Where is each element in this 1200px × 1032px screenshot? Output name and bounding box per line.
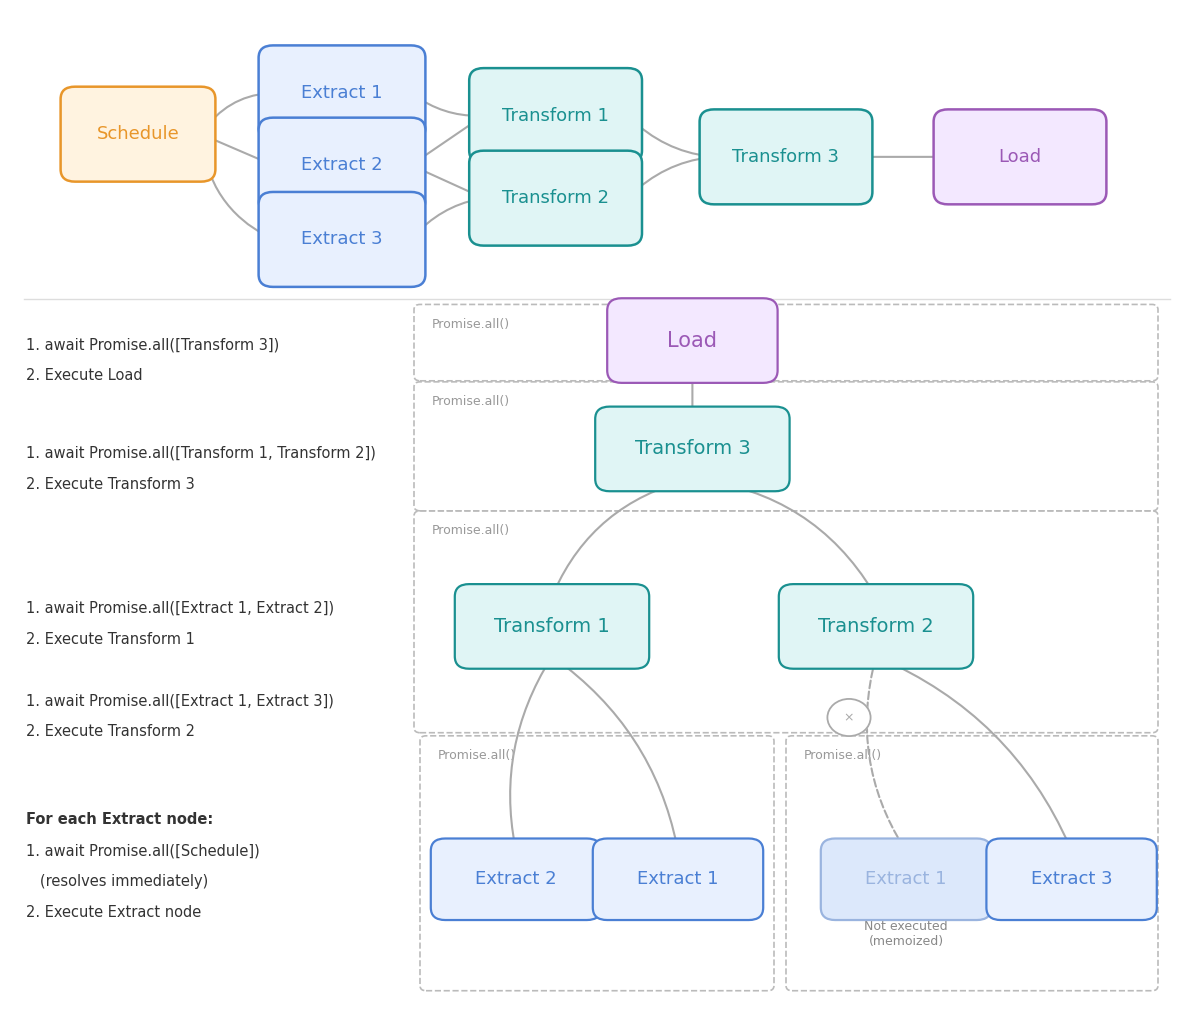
Text: Not executed
(memoized): Not executed (memoized)	[864, 921, 948, 948]
Text: Promise.all(): Promise.all()	[438, 749, 516, 763]
Text: Transform 2: Transform 2	[502, 189, 610, 207]
Text: Load: Load	[667, 330, 718, 351]
Text: Promise.all(): Promise.all()	[804, 749, 882, 763]
FancyBboxPatch shape	[259, 118, 425, 213]
Text: 1. await Promise.all([Extract 1, Extract 2]): 1. await Promise.all([Extract 1, Extract…	[26, 601, 335, 616]
Text: 2. Execute Transform 1: 2. Execute Transform 1	[26, 632, 196, 647]
Text: Transform 3: Transform 3	[732, 148, 840, 166]
FancyBboxPatch shape	[607, 298, 778, 383]
FancyBboxPatch shape	[469, 151, 642, 246]
FancyBboxPatch shape	[431, 838, 601, 921]
Text: For each Extract node:: For each Extract node:	[26, 812, 214, 828]
Text: 1. await Promise.all([Transform 3]): 1. await Promise.all([Transform 3])	[26, 337, 280, 353]
FancyBboxPatch shape	[455, 584, 649, 669]
FancyBboxPatch shape	[259, 45, 425, 140]
FancyBboxPatch shape	[821, 838, 991, 921]
Text: Transform 1: Transform 1	[502, 106, 610, 125]
Text: Promise.all(): Promise.all()	[432, 318, 510, 331]
FancyBboxPatch shape	[593, 838, 763, 921]
FancyBboxPatch shape	[469, 68, 642, 163]
Text: Transform 2: Transform 2	[818, 617, 934, 636]
Text: 1. await Promise.all([Transform 1, Transform 2]): 1. await Promise.all([Transform 1, Trans…	[26, 446, 377, 461]
Text: Promise.all(): Promise.all()	[432, 395, 510, 409]
FancyBboxPatch shape	[595, 407, 790, 491]
FancyBboxPatch shape	[60, 87, 216, 182]
FancyBboxPatch shape	[934, 109, 1106, 204]
FancyBboxPatch shape	[779, 584, 973, 669]
Text: Transform 1: Transform 1	[494, 617, 610, 636]
FancyBboxPatch shape	[986, 838, 1157, 921]
Text: ×: ×	[844, 711, 854, 724]
Text: 2. Execute Load: 2. Execute Load	[26, 368, 143, 384]
Text: Extract 1: Extract 1	[637, 870, 719, 889]
Text: 1. await Promise.all([Extract 1, Extract 3]): 1. await Promise.all([Extract 1, Extract…	[26, 694, 335, 709]
Text: 2. Execute Transform 3: 2. Execute Transform 3	[26, 477, 196, 492]
Circle shape	[827, 699, 870, 736]
Text: 2. Execute Transform 2: 2. Execute Transform 2	[26, 724, 196, 740]
Text: Extract 1: Extract 1	[301, 84, 383, 102]
Text: Extract 3: Extract 3	[1031, 870, 1112, 889]
Text: Load: Load	[998, 148, 1042, 166]
Text: Transform 3: Transform 3	[635, 440, 750, 458]
Text: Extract 2: Extract 2	[475, 870, 557, 889]
Text: Promise.all(): Promise.all()	[432, 524, 510, 538]
Text: Schedule: Schedule	[97, 125, 179, 143]
Text: 1. await Promise.all([Schedule]): 1. await Promise.all([Schedule])	[26, 843, 260, 859]
Text: 2. Execute Extract node: 2. Execute Extract node	[26, 905, 202, 921]
Text: Extract 1: Extract 1	[865, 870, 947, 889]
Text: Extract 3: Extract 3	[301, 230, 383, 249]
Text: (resolves immediately): (resolves immediately)	[26, 874, 209, 890]
FancyBboxPatch shape	[259, 192, 425, 287]
Text: Extract 2: Extract 2	[301, 156, 383, 174]
FancyBboxPatch shape	[700, 109, 872, 204]
